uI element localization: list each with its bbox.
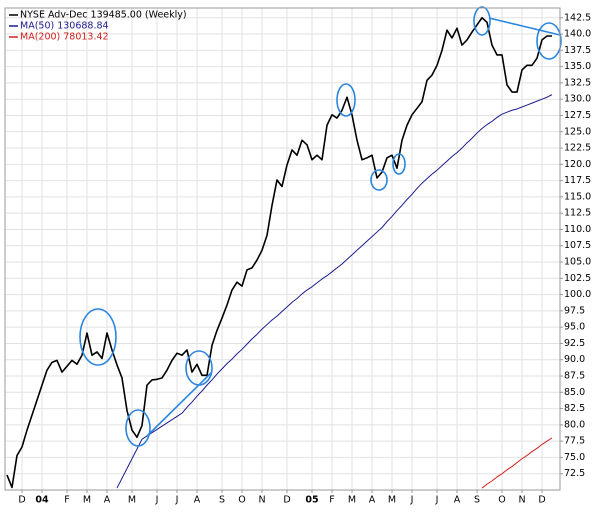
y-tick-label: 75.0 [564, 452, 585, 463]
y-tick-label: 92.5 [564, 338, 585, 349]
x-tick-label: J [155, 495, 159, 506]
y-tick-label: 127.5 [564, 110, 591, 121]
x-tick-label: M [128, 495, 136, 506]
x-tick-label: S [474, 495, 480, 506]
y-tick-label: 132.5 [564, 77, 591, 88]
y-tick-label: 72.5 [564, 468, 585, 479]
series-line [6, 16, 552, 489]
y-tick-label: 95.0 [564, 322, 585, 333]
annotations [79, 6, 562, 447]
y-tick-label: 82.5 [564, 403, 585, 414]
annotation-circle [79, 308, 117, 366]
y-tick-label: 105.0 [564, 257, 591, 268]
x-tick-label: A [369, 495, 376, 506]
trend-line [146, 371, 213, 437]
x-tick-label: A [194, 495, 201, 506]
x-tick-label: N [518, 495, 525, 506]
series-line [116, 94, 553, 489]
x-tick-label: A [454, 495, 461, 506]
y-tick-label: 140.0 [564, 29, 591, 40]
y-tick-label: 80.0 [564, 419, 585, 430]
y-tick-label: 142.5 [564, 12, 591, 23]
y-tick-label: 112.5 [564, 208, 591, 219]
annotation-circle [370, 169, 388, 191]
y-tick-label: 130.0 [564, 94, 591, 105]
y-tick-label: 120.0 [564, 159, 591, 170]
trend-line [488, 17, 561, 36]
annotation-circle [336, 83, 356, 117]
y-tick-label: 100.0 [564, 289, 591, 300]
x-tick-label: D [18, 495, 25, 506]
y-tick-label: 102.5 [564, 273, 591, 284]
x-tick-label: J [435, 495, 439, 506]
x-tick-label: M [388, 495, 396, 506]
annotation-circle [392, 153, 406, 175]
x-tick-label: 05 [305, 495, 318, 506]
y-tick-label: 90.0 [564, 354, 585, 365]
x-tick-label: D [538, 495, 545, 506]
plot-frame [4, 7, 561, 491]
y-tick-label: 122.5 [564, 143, 591, 154]
annotation-circle [473, 6, 491, 36]
y-tick-label: 137.5 [564, 45, 591, 56]
series-line [481, 437, 553, 489]
x-tick-label: D [283, 495, 290, 506]
legend-label: NYSE Adv-Dec 139485.00 (Weekly) [20, 10, 187, 21]
y-tick-label: 77.5 [564, 436, 585, 447]
annotation-circle [536, 22, 562, 60]
x-tick-label: F [64, 495, 69, 506]
y-tick-label: 117.5 [564, 175, 591, 186]
x-tick-label: 04 [35, 495, 49, 506]
legend-label: MA(200) 78013.42 [20, 32, 109, 43]
y-tick-label: 85.0 [564, 387, 585, 398]
y-tick-label: 115.0 [564, 191, 591, 202]
annotation-circle [125, 409, 151, 447]
legend-label: MA(50) 130688.84 [20, 21, 109, 32]
x-tick-label: F [329, 495, 334, 506]
plot [6, 16, 553, 489]
x-tick-label: A [104, 495, 111, 506]
x-tick-label: J [410, 495, 414, 506]
y-tick-label: 87.5 [564, 371, 585, 382]
y-tick-label: 135.0 [564, 61, 591, 72]
legend: NYSE Adv-Dec 139485.00 (Weekly)MA(50) 13… [9, 10, 187, 43]
x-tick-label: S [219, 495, 225, 506]
x-tick-label: J [175, 495, 179, 506]
y-tick-label: 107.5 [564, 240, 591, 251]
x-tick-label: O [238, 495, 245, 506]
x-tick-label: M [83, 495, 91, 506]
x-tick-label: N [258, 495, 265, 506]
y-tick-label: 97.5 [564, 305, 585, 316]
x-tick-label: M [348, 495, 356, 506]
x-tick-label: O [498, 495, 505, 506]
y-tick-label: 125.0 [564, 126, 591, 137]
y-tick-label: 110.0 [564, 224, 591, 235]
